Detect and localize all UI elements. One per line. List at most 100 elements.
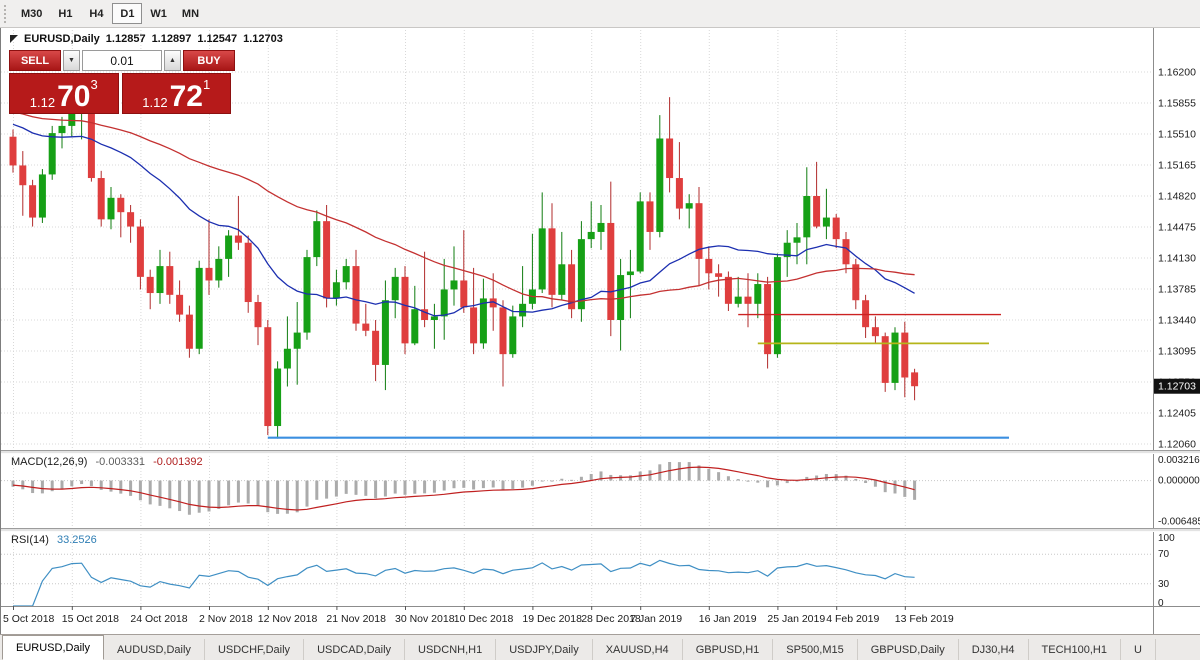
svg-text:19 Dec 2018: 19 Dec 2018 (522, 613, 582, 625)
svg-text:1.12405: 1.12405 (1158, 408, 1196, 420)
svg-text:10 Dec 2018: 10 Dec 2018 (454, 613, 514, 625)
svg-text:1.13785: 1.13785 (1158, 284, 1196, 296)
ohlc-low: 1.12547 (197, 33, 238, 45)
svg-text:24 Oct 2018: 24 Oct 2018 (130, 613, 187, 625)
rsi-pane-splitter[interactable] (1, 528, 1200, 532)
svg-text:13 Feb 2019: 13 Feb 2019 (895, 613, 954, 625)
svg-text:2 Nov 2018: 2 Nov 2018 (199, 613, 253, 625)
svg-text:-0.006485: -0.006485 (1158, 517, 1200, 528)
buy-button[interactable]: BUY (183, 50, 235, 71)
timeframe-mn[interactable]: MN (175, 3, 206, 24)
macd-pane (1, 461, 1153, 515)
volume-input[interactable] (82, 50, 162, 71)
svg-text:1.14820: 1.14820 (1158, 191, 1196, 203)
chart-symbol-ohlc: EURUSD,Daily 1.12857 1.12897 1.12547 1.1… (10, 33, 283, 45)
tab-usdchf-daily[interactable]: USDCHF,Daily (205, 639, 305, 660)
toolbar: M30 H1 H4 D1 W1 MN (0, 0, 1200, 28)
macd-indicator-label: MACD(12,26,9) -0.003331 -0.001392 (11, 456, 203, 468)
timeframe-w1[interactable]: W1 (143, 3, 174, 24)
ma-fast-line (12, 123, 915, 317)
tab-eurusd-daily[interactable]: EURUSD,Daily (2, 635, 104, 660)
svg-text:1.15165: 1.15165 (1158, 160, 1196, 172)
buy-price-display[interactable]: 1.12 72 1 (121, 73, 231, 114)
macd-signal-line (12, 466, 915, 511)
tab-usdcnh-h1[interactable]: USDCNH,H1 (405, 639, 497, 660)
svg-text:16 Jan 2019: 16 Jan 2019 (699, 613, 757, 625)
svg-text:15 Oct 2018: 15 Oct 2018 (62, 613, 119, 625)
date-axis[interactable]: 5 Oct 2018 15 Oct 2018 24 Oct 2018 2 Nov 20… (3, 606, 954, 625)
timeframe-d1[interactable]: D1 (112, 3, 143, 24)
macd-pane-splitter[interactable] (1, 450, 1200, 454)
one-click-trading-panel: SELL ▼ ▲ BUY 1.12 70 3 1.12 72 1 (9, 50, 235, 114)
svg-text:1.16200: 1.16200 (1158, 67, 1196, 79)
rsi-name: RSI(14) (11, 534, 49, 546)
ohlc-high: 1.12897 (151, 33, 192, 45)
tab-gbpusd-h1[interactable]: GBPUSD,H1 (683, 639, 774, 660)
tab-dj30-h4[interactable]: DJ30,H4 (959, 639, 1029, 660)
macd-value-main: -0.003331 (95, 456, 146, 468)
tab-u[interactable]: U (1121, 639, 1156, 660)
chart-title: EURUSD,Daily (24, 33, 100, 45)
rsi-line (13, 559, 915, 607)
sell-button[interactable]: SELL (9, 50, 61, 71)
buy-price-point: 1 (202, 77, 211, 92)
macd-name: MACD(12,26,9) (11, 456, 88, 468)
svg-text:100: 100 (1158, 533, 1175, 544)
rsi-pane (1, 553, 1153, 607)
svg-text:7 Jan 2019: 7 Jan 2019 (630, 613, 682, 625)
chart-tab-bar: EURUSD,Daily AUDUSD,Daily USDCHF,Daily USDC… (0, 634, 1200, 660)
rsi-value: 33.2526 (56, 534, 97, 546)
svg-text:70: 70 (1158, 549, 1170, 560)
timeframe-h1[interactable]: H1 (50, 3, 80, 24)
svg-text:1.15510: 1.15510 (1158, 129, 1196, 141)
timeframe-buttons: M30 H1 H4 D1 W1 MN (14, 3, 207, 24)
tab-usdjpy-daily[interactable]: USDJPY,Daily (496, 639, 593, 660)
toolbar-grip (4, 4, 9, 23)
svg-text:1.14130: 1.14130 (1158, 253, 1196, 265)
svg-text:5 Oct 2018: 5 Oct 2018 (3, 613, 55, 625)
svg-text:0.003216: 0.003216 (1158, 455, 1200, 466)
svg-text:0: 0 (1158, 598, 1164, 609)
tab-tech100-h1[interactable]: TECH100,H1 (1029, 639, 1121, 660)
candles-group (9, 89, 919, 439)
volume-decrease-button[interactable]: ▼ (63, 50, 80, 71)
buy-price-base: 1.12 (142, 95, 168, 110)
rsi-indicator-label: RSI(14) 33.2526 (11, 534, 97, 546)
tab-usdcad-daily[interactable]: USDCAD,Daily (304, 639, 406, 660)
svg-text:1.12703: 1.12703 (1158, 381, 1196, 393)
current-price-label: 1.12703 (1154, 378, 1200, 394)
timeframe-h4[interactable]: H4 (81, 3, 111, 24)
price-axis[interactable]: 1.16200 1.15855 1.15510 1.15165 1.14820 1.144… (1, 28, 1200, 634)
sell-price-pips: 70 (57, 80, 91, 113)
svg-text:1.12060: 1.12060 (1158, 439, 1196, 451)
tab-gbpusd-daily[interactable]: GBPUSD,Daily (858, 639, 959, 660)
svg-text:28 Dec 2018: 28 Dec 2018 (581, 613, 641, 625)
ohlc-open: 1.12857 (105, 33, 146, 45)
tab-xauusd-h4[interactable]: XAUUSD,H4 (593, 639, 683, 660)
chart-window: 1.16200 1.15855 1.15510 1.15165 1.14820 1.144… (0, 28, 1200, 634)
volume-increase-button[interactable]: ▲ (164, 50, 181, 71)
ma-slow-line (12, 111, 915, 303)
svg-text:25 Jan 2019: 25 Jan 2019 (767, 613, 825, 625)
svg-text:4 Feb 2019: 4 Feb 2019 (826, 613, 879, 625)
sell-price-display[interactable]: 1.12 70 3 (9, 73, 119, 114)
tab-sp500-m15[interactable]: SP500,M15 (773, 639, 858, 660)
sell-price-point: 3 (90, 77, 98, 92)
chart-canvas[interactable]: 1.16200 1.15855 1.15510 1.15165 1.14820 1.144… (1, 28, 1200, 634)
horizontal-lines (267, 313, 1009, 439)
macd-value-signal: -0.001392 (153, 456, 203, 468)
grid-lines (1, 30, 1153, 606)
ohlc-close: 1.12703 (243, 33, 283, 45)
svg-text:30: 30 (1158, 579, 1170, 590)
svg-text:1.15855: 1.15855 (1158, 98, 1196, 110)
buy-price-pips: 72 (169, 80, 203, 113)
timeframe-m30[interactable]: M30 (14, 3, 49, 24)
svg-text:12 Nov 2018: 12 Nov 2018 (258, 613, 318, 625)
tab-audusd-daily[interactable]: AUDUSD,Daily (104, 639, 205, 660)
svg-text:0.000000: 0.000000 (1158, 476, 1200, 487)
one-click-trading-toggle-icon[interactable] (10, 35, 18, 43)
sell-price-base: 1.12 (29, 95, 56, 110)
svg-text:1.13440: 1.13440 (1158, 315, 1196, 327)
svg-text:21 Nov 2018: 21 Nov 2018 (326, 613, 386, 625)
svg-text:30 Nov 2018: 30 Nov 2018 (395, 613, 455, 625)
